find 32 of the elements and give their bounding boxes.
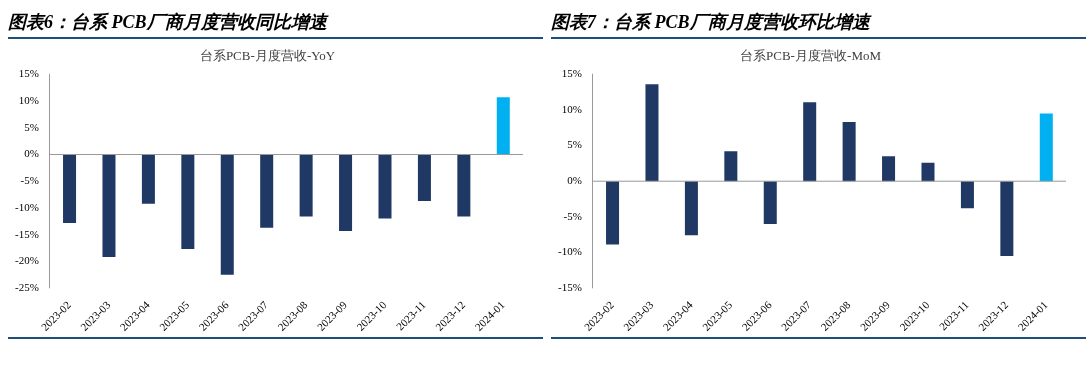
chart-title: 图表7：台系 PCB厂商月度营收环比增速 (551, 8, 1086, 39)
y-tick-label: -5% (20, 174, 39, 187)
chart-subtitle: 台系PCB-月度营收-MoM (739, 48, 882, 64)
y-tick-label: 0% (24, 147, 39, 160)
bar (842, 122, 856, 182)
y-tick-label: -10% (558, 245, 582, 258)
y-tick-label: -10% (15, 200, 39, 213)
bar (921, 162, 935, 182)
bar (684, 181, 698, 236)
bar (882, 156, 896, 182)
y-tick-label: 10% (18, 93, 39, 106)
y-tick-label: -5% (563, 209, 582, 222)
bar (724, 151, 738, 182)
y-tick-label: -15% (558, 280, 582, 293)
y-tick-label: 15% (18, 67, 39, 80)
y-tick-label: -25% (15, 280, 39, 293)
y-tick-label: 0% (567, 174, 582, 187)
chart-title: 图表6：台系 PCB厂商月度营收同比增速 (8, 8, 543, 39)
y-tick-label: -15% (15, 227, 39, 240)
bar (763, 181, 777, 224)
y-tick-label: 10% (561, 102, 582, 115)
bar (960, 181, 974, 209)
y-tick-label: 5% (567, 138, 582, 151)
bar (803, 102, 817, 182)
bar (645, 84, 659, 182)
y-tick-label: 5% (24, 120, 39, 133)
chart-subtitle: 台系PCB-月度营收-YoY (199, 48, 336, 64)
bar (606, 181, 620, 245)
bar (1000, 181, 1014, 257)
y-tick-label: -20% (15, 254, 39, 267)
bar (1039, 113, 1053, 182)
y-tick-label: 15% (561, 67, 582, 80)
